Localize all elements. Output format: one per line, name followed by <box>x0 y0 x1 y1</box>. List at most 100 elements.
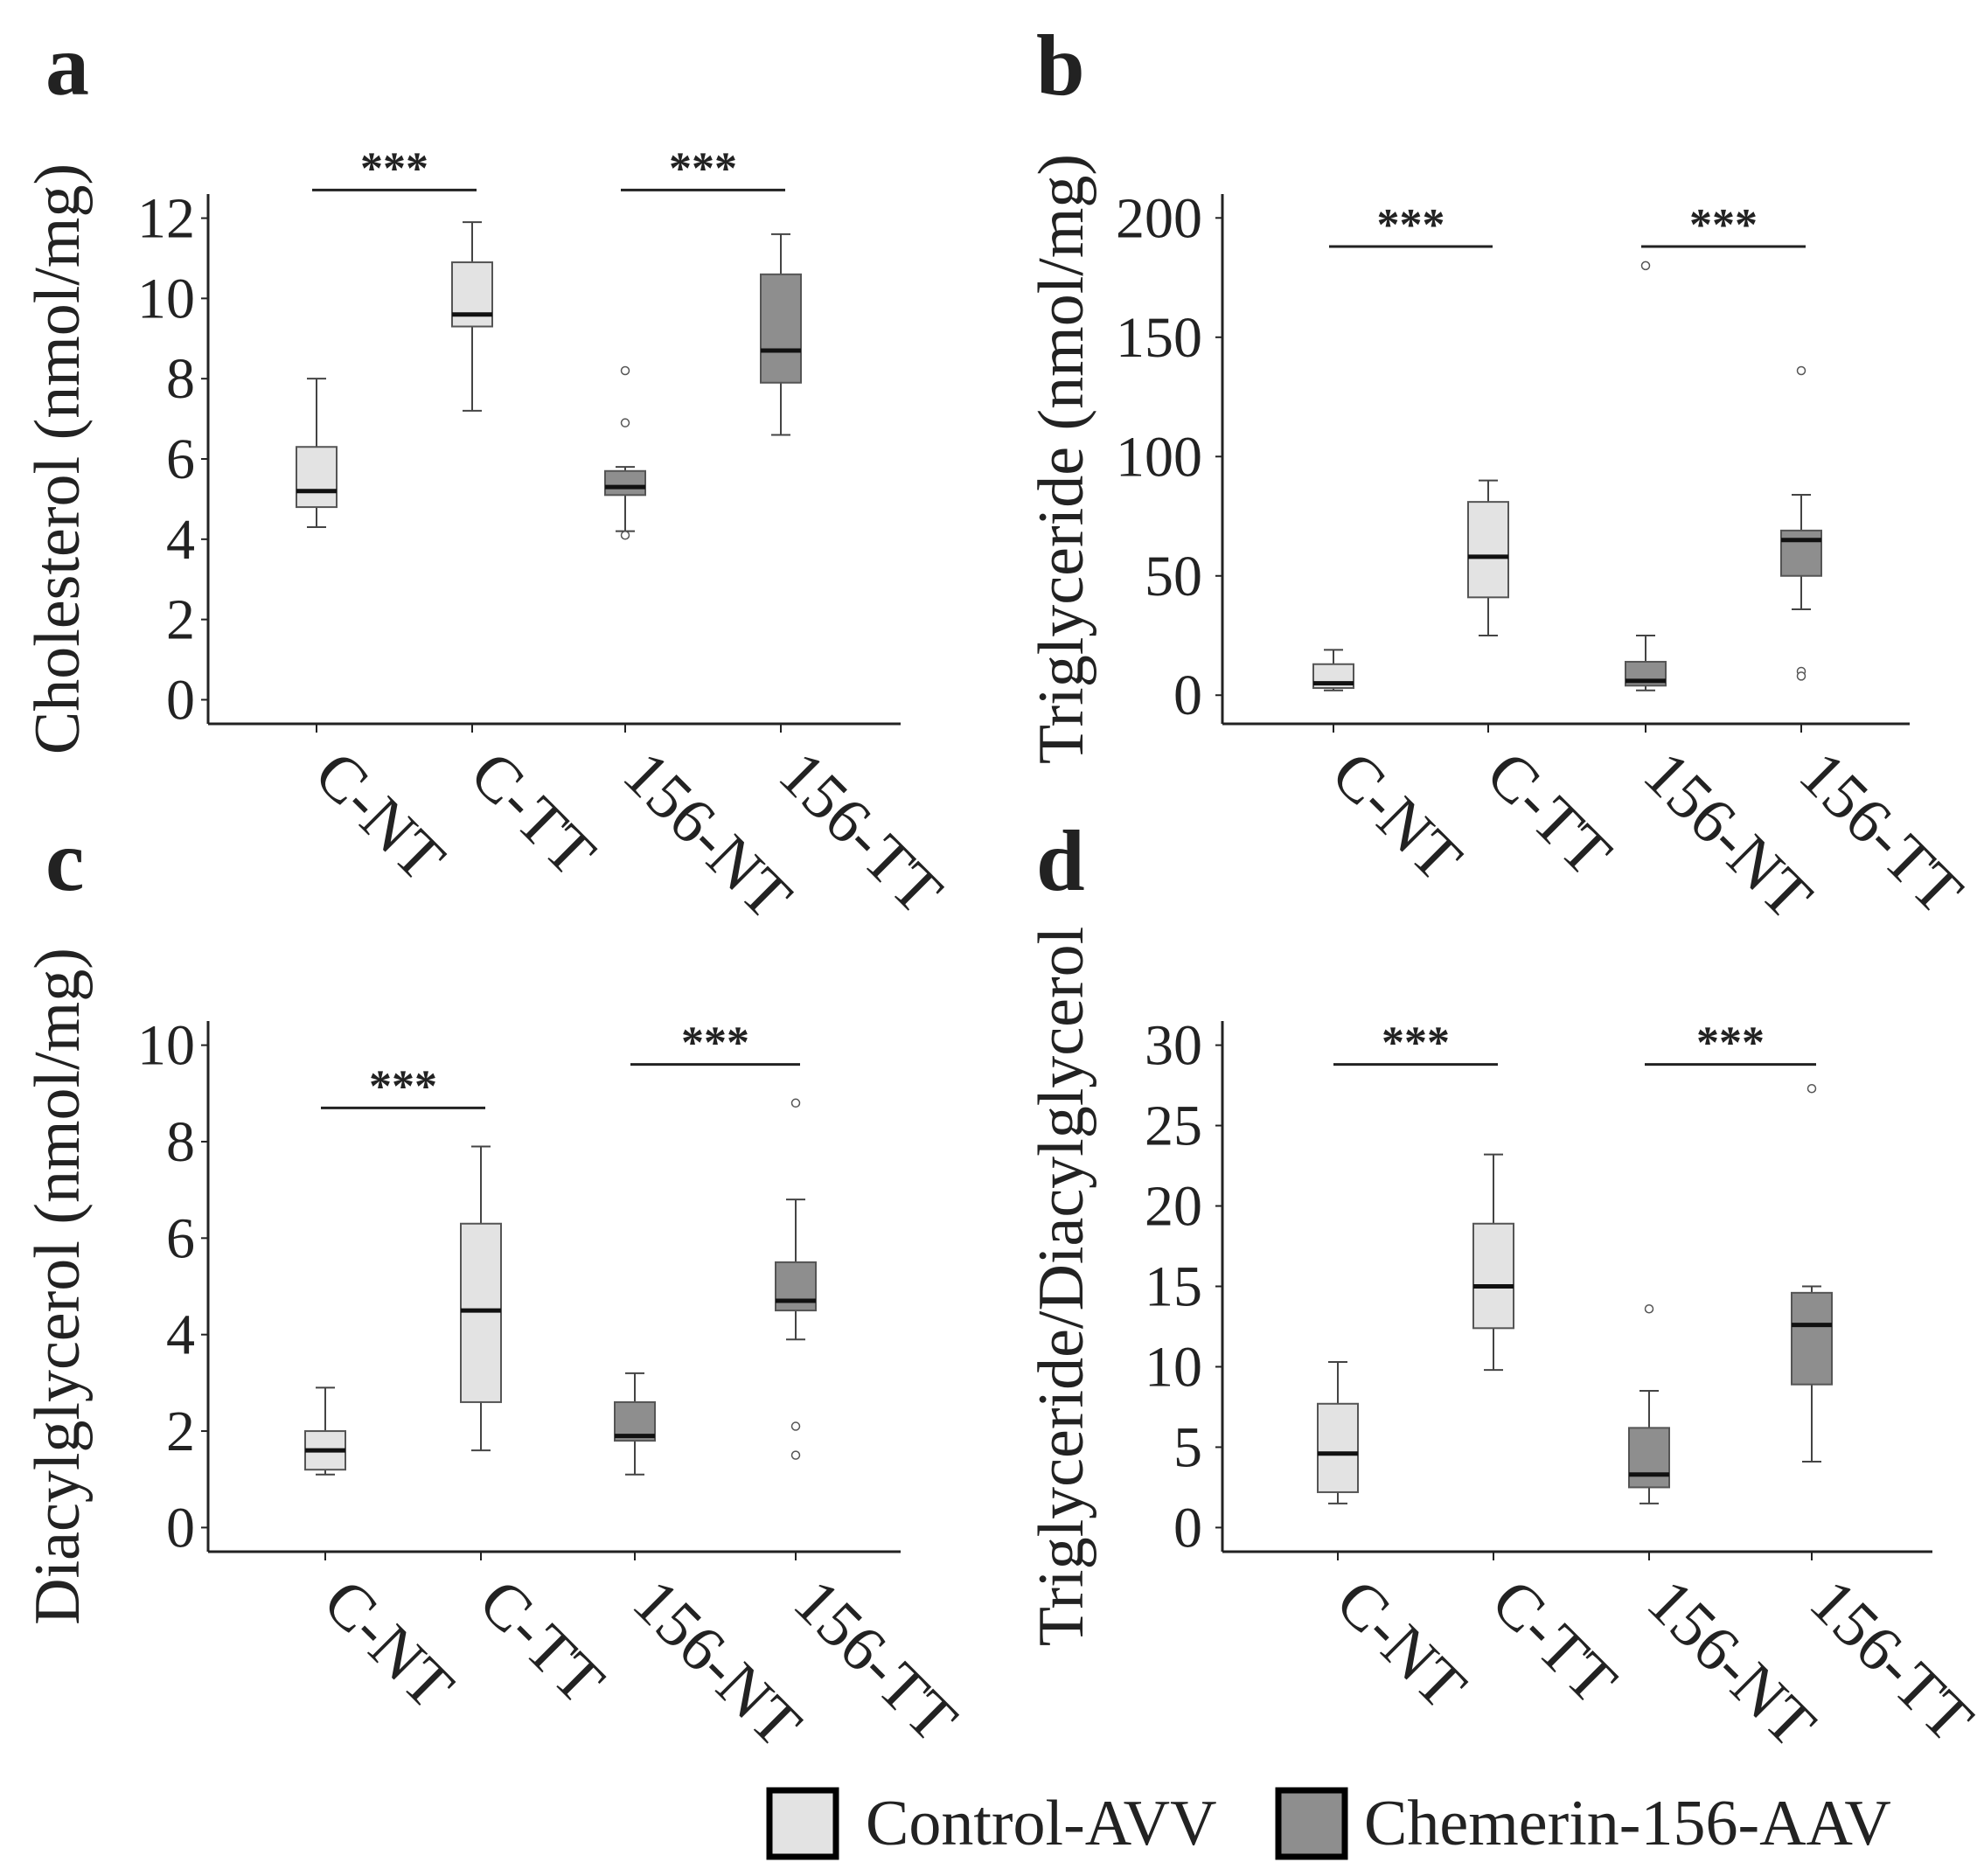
significance-label: *** <box>1382 1018 1450 1068</box>
outlier-point <box>790 1450 801 1460</box>
significance-label: *** <box>1377 200 1445 250</box>
iqr-box <box>1467 501 1509 599</box>
x-tick-label: 156-TT <box>780 1566 971 1756</box>
panel-c: c 0 2 4 6 8 10 Diacylglycerol (nmol/mg) C-NTC-TT… <box>22 812 971 1761</box>
box-156-TT <box>1780 365 1822 681</box>
outlier-point <box>620 365 630 376</box>
x-tick-label: C-TT <box>465 1566 617 1718</box>
x-tick-label: 156-NT <box>619 1566 815 1761</box>
y-tick-label: 15 <box>1145 1255 1202 1319</box>
x-tick-label: 156-NT <box>1630 738 1826 934</box>
iqr-box <box>1317 1402 1359 1493</box>
legend-swatch <box>1275 1787 1348 1860</box>
iqr-box <box>775 1261 817 1312</box>
legend: Control-AVV Chemerin-156-AAV <box>766 1787 1891 1860</box>
iqr-box <box>460 1222 502 1403</box>
y-tick-label: 2 <box>166 588 195 652</box>
x-tick-label: C-TT <box>1472 738 1625 890</box>
significance-label: *** <box>369 1061 437 1111</box>
y-tick-label: 5 <box>1173 1415 1202 1479</box>
box-156-NT <box>614 1372 656 1476</box>
panel-b: b 0 50 100 150 200 Triglyceride (nmol/mg) C-NTC… <box>1026 17 1976 934</box>
box-C-TT <box>460 1145 502 1452</box>
y-axis-title: Cholesterol (nmol/mg) <box>22 163 94 754</box>
x-tick-label: 156-TT <box>1796 1566 1984 1756</box>
box-C-TT <box>1472 1153 1514 1372</box>
y-tick-label: 12 <box>137 187 195 251</box>
box-C-TT <box>1467 479 1509 636</box>
iqr-box <box>604 469 646 497</box>
box-156-TT <box>760 233 802 436</box>
box-156-NT <box>1628 1304 1670 1504</box>
legend-swatch <box>766 1787 839 1860</box>
outlier-point <box>1796 671 1806 681</box>
y-tick-label: 8 <box>166 1110 195 1174</box>
box-C-NT <box>1317 1360 1359 1504</box>
y-tick-label: 100 <box>1116 425 1202 489</box>
x-tick-label: C-TT <box>456 738 609 890</box>
y-tick-label: 10 <box>1145 1335 1202 1399</box>
iqr-box <box>1791 1291 1833 1386</box>
x-tick-label: C-NT <box>1322 1566 1479 1723</box>
significance-label: *** <box>669 143 737 193</box>
y-tick-label: 0 <box>1173 664 1202 727</box>
panel-letter: c <box>45 812 84 909</box>
outlier-point <box>790 1098 801 1108</box>
outlier-point <box>1640 261 1651 271</box>
y-tick-label: 50 <box>1145 545 1202 608</box>
y-tick-label: 2 <box>166 1400 195 1463</box>
iqr-box <box>1628 1427 1670 1489</box>
y-tick-label: 4 <box>166 508 195 572</box>
box-C-NT <box>296 378 338 529</box>
x-tick-label: 156-TT <box>765 738 956 928</box>
x-tick-label: 156-NT <box>1633 1566 1829 1761</box>
x-tick-label: C-NT <box>1318 738 1475 895</box>
y-tick-label: 0 <box>166 1496 195 1560</box>
box-156-NT <box>1625 261 1667 691</box>
panel-letter: d <box>1036 812 1085 909</box>
iqr-box <box>1472 1222 1514 1330</box>
outlier-point <box>1796 365 1806 376</box>
box-156-NT <box>604 365 646 540</box>
panel-letter: a <box>45 17 89 114</box>
y-tick-label: 4 <box>166 1303 195 1367</box>
iqr-box <box>296 446 338 509</box>
significance-label: *** <box>681 1018 749 1068</box>
box-C-NT <box>1312 649 1354 691</box>
y-axis-title: Diacylglycerol (nmol/mg) <box>22 948 94 1625</box>
panel-d: d 0 5 10 15 20 25 30 Triglyceride/Diacylglycerol… <box>1026 812 1984 1761</box>
y-tick-label: 25 <box>1145 1094 1202 1158</box>
y-axis-title: Triglyceride/Diacylglycerol <box>1026 927 1097 1646</box>
legend-item: Chemerin-156-AAV <box>1275 1787 1891 1860</box>
panel-letter: b <box>1036 17 1085 114</box>
outlier-point <box>1806 1084 1817 1094</box>
outlier-point <box>620 530 630 540</box>
box-C-TT <box>451 221 493 412</box>
y-tick-label: 6 <box>166 427 195 491</box>
x-tick-label: 156-TT <box>1786 738 1976 928</box>
legend-label: Control-AVV <box>866 1788 1217 1859</box>
y-tick-label: 10 <box>137 1014 195 1078</box>
x-tick-label: C-TT <box>1478 1566 1630 1718</box>
y-axis-title: Triglyceride (nmol/mg) <box>1026 154 1097 764</box>
x-tick-label: C-NT <box>310 1566 467 1723</box>
y-tick-label: 10 <box>137 267 195 330</box>
box-C-NT <box>304 1386 346 1476</box>
significance-label: *** <box>1696 1018 1765 1068</box>
significance-label: *** <box>1689 200 1758 250</box>
box-156-TT <box>775 1098 817 1460</box>
outlier-point <box>790 1421 801 1431</box>
y-tick-label: 30 <box>1145 1014 1202 1078</box>
y-tick-label: 200 <box>1116 186 1202 250</box>
x-tick-label: C-NT <box>301 738 458 895</box>
legend-item: Control-AVV <box>766 1787 1217 1860</box>
legend-label: Chemerin-156-AAV <box>1364 1788 1891 1859</box>
x-tick-label: 156-NT <box>609 738 805 934</box>
iqr-box <box>1780 529 1822 577</box>
y-tick-label: 6 <box>166 1206 195 1270</box>
y-tick-label: 0 <box>1173 1496 1202 1560</box>
y-tick-label: 20 <box>1145 1175 1202 1239</box>
outlier-point <box>620 418 630 427</box>
